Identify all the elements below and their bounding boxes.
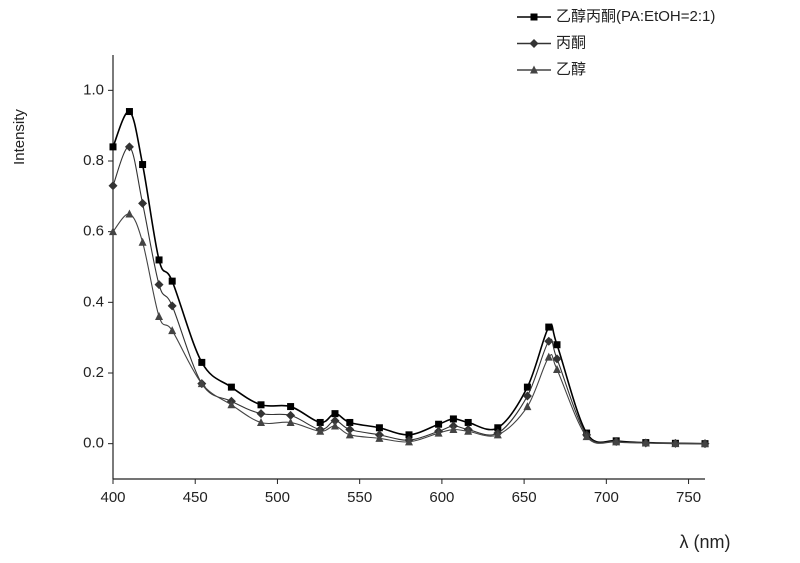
marker [257, 417, 265, 426]
series-line [112, 146, 706, 445]
x-tick-label: 700 [594, 489, 619, 506]
x-tick-label: 600 [429, 489, 454, 506]
marker [552, 354, 562, 364]
marker [405, 431, 413, 439]
x-axis-label: λ (nm) [680, 532, 731, 552]
y-tick-label: 0.8 [83, 152, 104, 169]
marker [544, 352, 553, 361]
marker [530, 13, 538, 21]
marker [582, 432, 591, 441]
marker [553, 364, 561, 373]
marker [257, 401, 265, 409]
series-line [112, 213, 706, 445]
x-tick-label: 550 [347, 489, 372, 506]
marker [109, 227, 117, 236]
marker [523, 383, 531, 391]
marker [330, 416, 340, 426]
marker [701, 439, 709, 448]
marker [125, 108, 133, 116]
marker [155, 256, 163, 264]
marker [545, 323, 553, 331]
marker [155, 311, 164, 320]
marker [227, 400, 236, 409]
marker [138, 198, 148, 208]
marker [154, 280, 164, 290]
marker [346, 418, 354, 426]
marker [286, 410, 296, 420]
marker [286, 417, 295, 426]
marker [316, 426, 325, 435]
marker [108, 181, 118, 191]
marker [641, 438, 650, 447]
marker [434, 428, 443, 437]
marker [523, 402, 532, 411]
marker [256, 409, 266, 419]
marker [493, 430, 502, 439]
marker [612, 437, 621, 446]
marker [168, 326, 177, 335]
marker [331, 421, 339, 430]
marker [227, 383, 235, 391]
marker [435, 420, 443, 428]
y-tick-label: 0.0 [83, 435, 104, 452]
legend-label: 丙酮 [556, 34, 586, 51]
marker [331, 410, 339, 418]
marker [287, 403, 295, 411]
marker [671, 439, 680, 448]
y-tick-label: 0.6 [83, 223, 104, 240]
marker [449, 415, 457, 423]
marker [345, 425, 355, 435]
x-tick-label: 650 [512, 489, 537, 506]
y-axis-label: Intensity [11, 109, 28, 165]
y-tick-label: 1.0 [83, 81, 104, 98]
marker [553, 341, 561, 349]
marker [109, 143, 117, 151]
marker [124, 142, 134, 152]
marker [167, 301, 177, 311]
y-tick-label: 0.4 [83, 293, 104, 310]
y-tick-label: 0.2 [83, 364, 104, 381]
marker [405, 437, 413, 446]
marker [494, 424, 502, 432]
marker [464, 426, 473, 435]
marker [138, 237, 147, 246]
marker [197, 379, 206, 388]
marker [375, 433, 384, 442]
series-line [112, 110, 706, 445]
marker [522, 391, 532, 401]
marker [139, 161, 147, 169]
x-tick-label: 750 [676, 489, 701, 506]
marker [345, 430, 354, 439]
marker [529, 39, 539, 48]
legend-label: 乙醇 [556, 61, 586, 78]
marker [530, 65, 538, 74]
marker [316, 418, 324, 426]
marker [168, 277, 176, 285]
marker [125, 209, 134, 218]
marker [544, 336, 554, 346]
x-tick-label: 500 [265, 489, 290, 506]
x-tick-label: 450 [183, 489, 208, 506]
marker [198, 358, 206, 366]
marker [449, 425, 458, 434]
marker [464, 418, 472, 426]
x-tick-label: 400 [100, 489, 125, 506]
legend-label: 乙醇丙酮(PA:EtOH=2:1) [556, 8, 715, 25]
marker [375, 424, 383, 432]
